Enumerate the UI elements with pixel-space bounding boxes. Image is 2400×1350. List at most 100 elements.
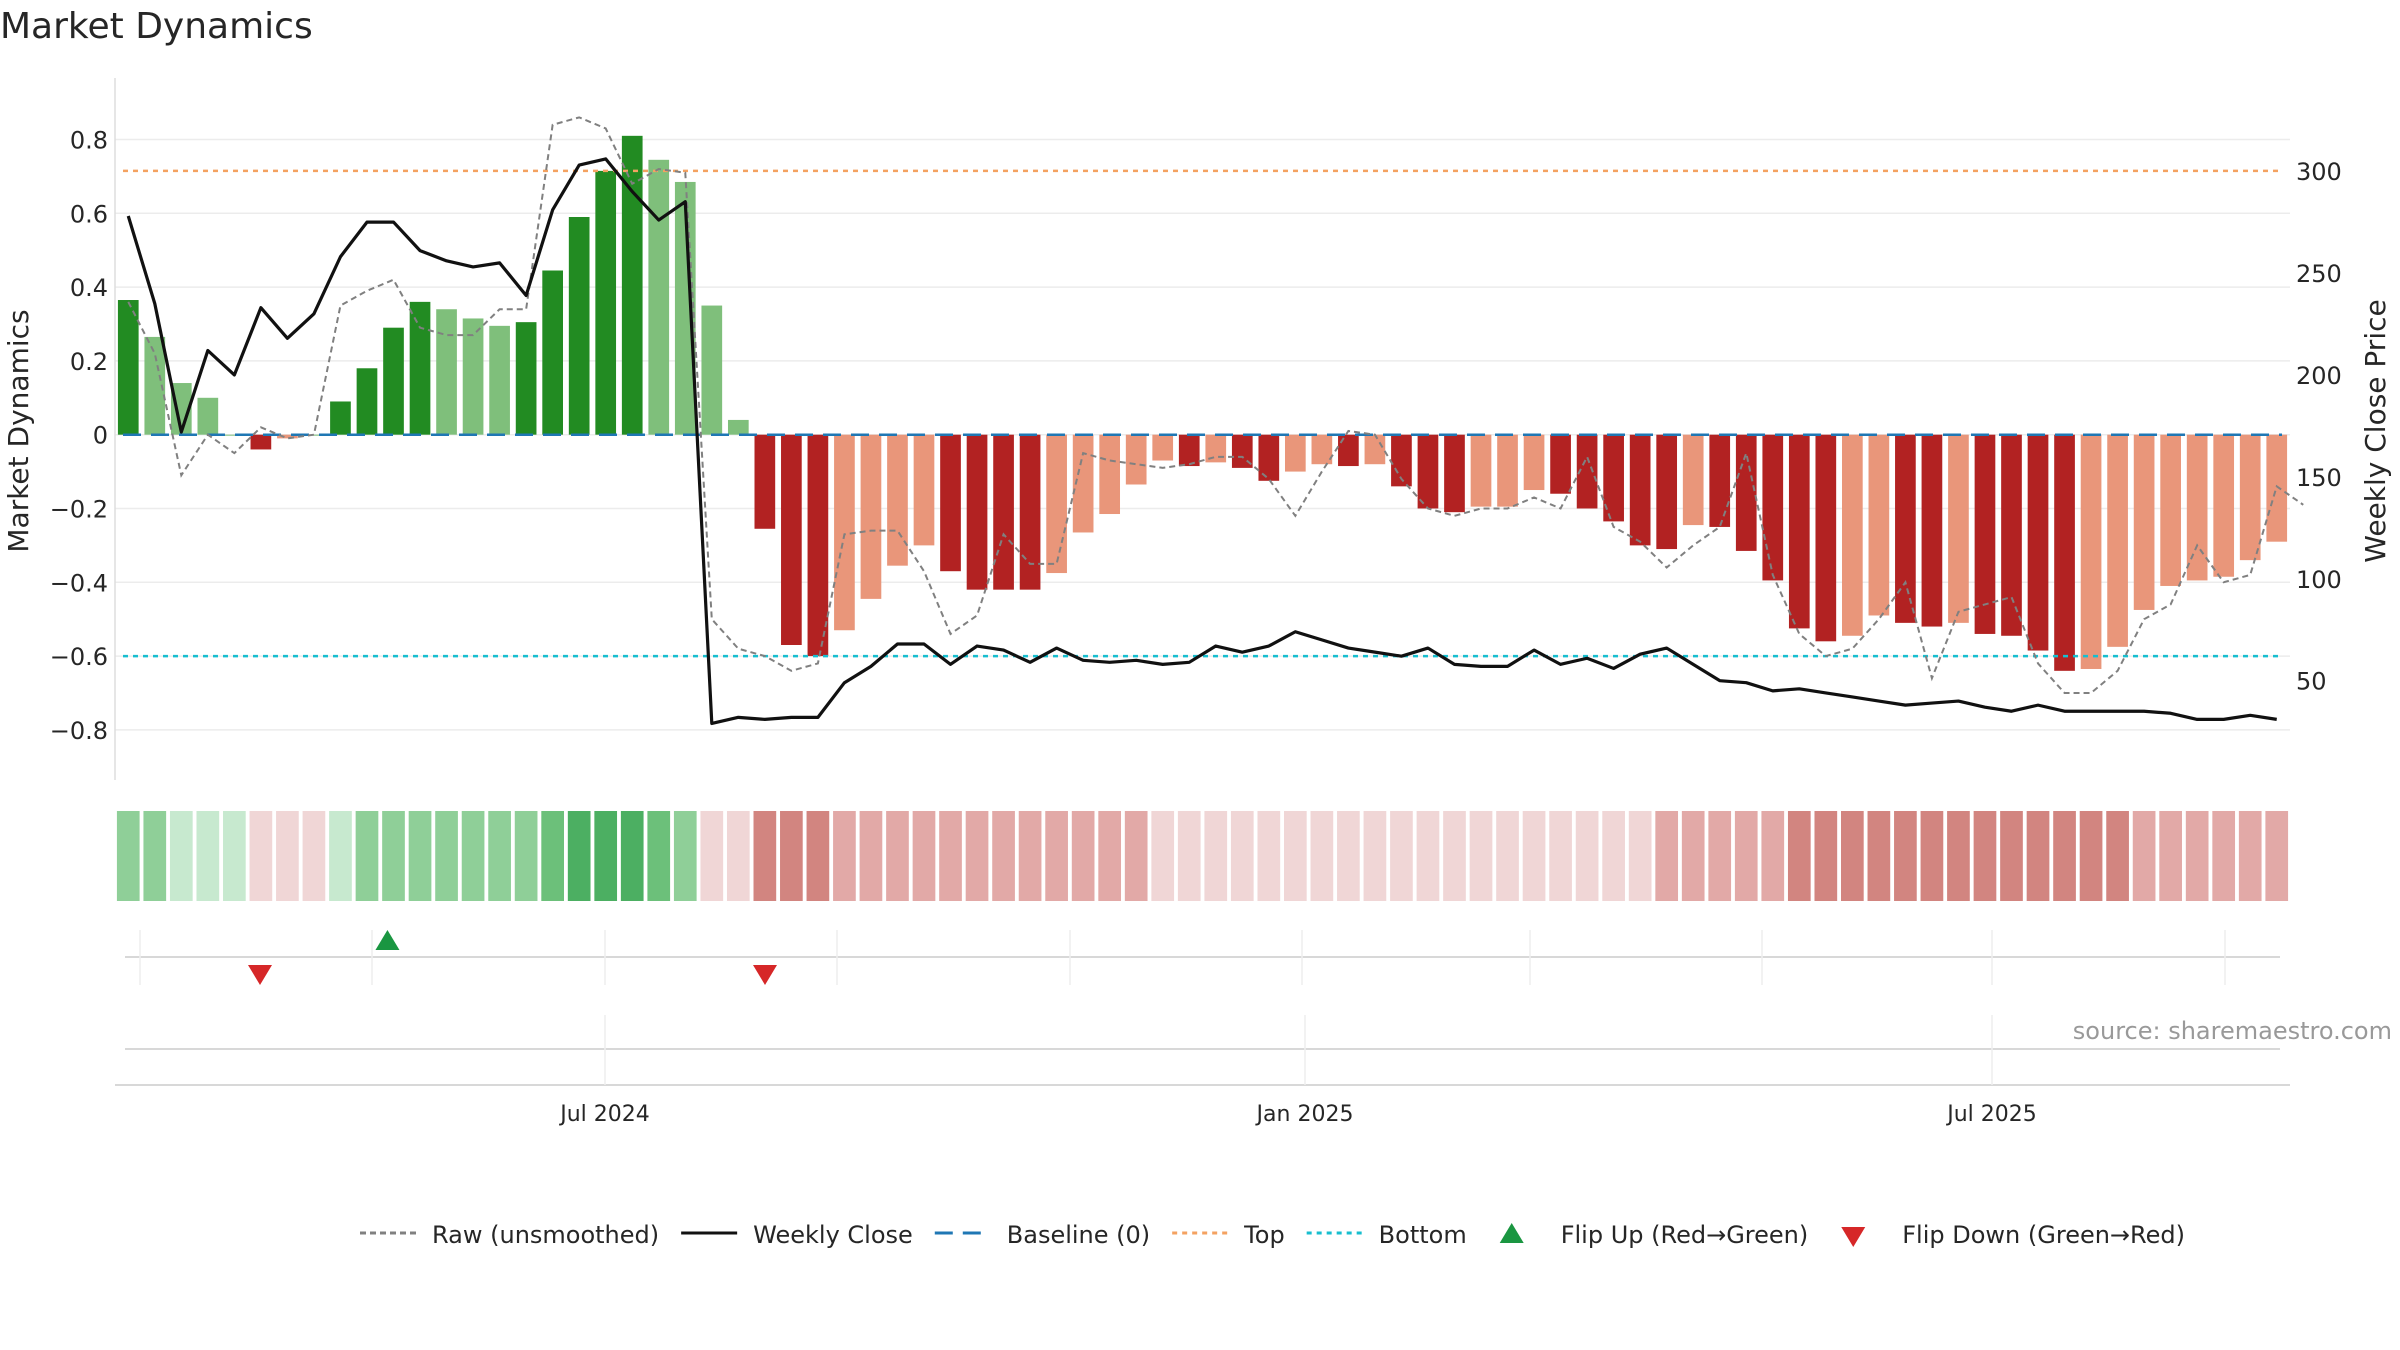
dynamics-bar [1284, 434, 1306, 472]
regime-cell [196, 811, 220, 901]
regime-cell [594, 811, 618, 901]
chart-title: Market Dynamics [0, 6, 313, 47]
regime-cell [1177, 811, 1201, 901]
regime-cell [1469, 811, 1493, 901]
regime-cell [1337, 811, 1360, 901]
dynamics-bar [2001, 434, 2022, 636]
regime-cell [143, 811, 167, 901]
regime-cell [1575, 811, 1599, 901]
regime-cell [1283, 811, 1307, 901]
regime-cell [1681, 811, 1705, 901]
left-tick-label: −0.2 [50, 495, 108, 523]
dynamics-bar [648, 159, 670, 435]
dynamics-bar [887, 434, 908, 566]
raw-unsmoothed-line [127, 116, 2304, 694]
dynamics-bar [2186, 434, 2208, 581]
legend: Raw (unsmoothed) Weekly Close Baseline (0)… [360, 1221, 2185, 1249]
regime-cell [1655, 811, 1679, 901]
dynamics-bar [2054, 434, 2075, 671]
x-axis: Jul 2024 Jan 2025 Jul 2025 [558, 1102, 2037, 1127]
dynamics-bar [170, 383, 192, 435]
regime-cell [1814, 811, 1838, 901]
dynamics-bar [1152, 434, 1174, 461]
regime-cell [886, 811, 909, 901]
regime-cell [1230, 811, 1254, 901]
regime-cell [541, 811, 564, 901]
regime-cell [1390, 811, 1413, 901]
dynamics-bar [2080, 434, 2102, 669]
dynamics-bar [727, 419, 749, 435]
regime-cell [116, 811, 140, 901]
dynamics-bar [330, 401, 351, 435]
dynamics-bar [1417, 434, 1439, 509]
regime-cell [1071, 811, 1095, 901]
regime-cell [620, 811, 644, 901]
regime-cell [2000, 811, 2023, 901]
flip-markers-panel [125, 930, 2280, 985]
regime-cell [1522, 811, 1546, 901]
regime-cell [2053, 811, 2076, 901]
regime-cell [2238, 811, 2262, 901]
regime-cell [1416, 811, 1440, 901]
dynamics-bar [277, 434, 298, 439]
flip-up-marker [375, 930, 400, 950]
dynamics-bar [913, 434, 935, 546]
regime-cell [514, 811, 538, 901]
dynamics-bar [2266, 434, 2288, 542]
dynamics-bar [966, 434, 988, 590]
dynamics-bar [1444, 434, 1465, 513]
dynamics-bar [621, 135, 643, 435]
left-axis-label: Market Dynamics [2, 309, 35, 552]
left-tick-label: −0.6 [50, 643, 108, 671]
legend-label: Baseline (0) [1007, 1221, 1150, 1249]
dynamics-bar [1603, 434, 1624, 522]
regime-cell [1124, 811, 1148, 901]
regime-cell [2079, 811, 2103, 901]
right-tick-label: 300 [2296, 158, 2342, 186]
left-tick-label: 0.4 [70, 274, 108, 302]
dynamics-bar [781, 434, 802, 645]
regime-cell [567, 811, 591, 901]
dynamics-bar [1311, 434, 1333, 465]
regime-cell [1151, 811, 1175, 901]
dynamics-bar [197, 397, 219, 435]
dynamics-bar [807, 434, 829, 657]
source-label: source: sharemaestro.com [2073, 1017, 2392, 1045]
regime-cell [1867, 811, 1891, 901]
legend-label: Bottom [1379, 1221, 1467, 1249]
regime-cell [1920, 811, 1944, 901]
dynamics-bar [2160, 434, 2181, 586]
regime-cell [1761, 811, 1785, 901]
regime-cell [965, 811, 989, 901]
legend-label: Weekly Close [753, 1221, 913, 1249]
regime-cell [673, 811, 697, 901]
left-tick-label: −0.4 [50, 569, 108, 597]
right-tick-label: 200 [2296, 362, 2342, 390]
dynamics-bar [1576, 434, 1598, 509]
regime-cell [329, 811, 352, 901]
right-axis: 300 250 200 150 100 50 Weekly Close Price [2296, 158, 2392, 696]
regime-cell [2159, 811, 2182, 901]
regime-cell [780, 811, 803, 901]
dynamics-bar [144, 336, 166, 435]
dynamics-bar [754, 434, 776, 529]
right-tick-label: 250 [2296, 260, 2342, 288]
regime-cell [169, 811, 193, 901]
dynamics-bar [1205, 434, 1227, 463]
dynamics-bar [2107, 434, 2128, 647]
dynamics-bar [2027, 434, 2049, 651]
dynamics-bar [1258, 434, 1280, 481]
dynamics-bar [1231, 434, 1253, 468]
regime-cell [1496, 811, 1519, 901]
dynamics-bar [436, 309, 457, 435]
regime-cell [461, 811, 485, 901]
dynamics-bar [1735, 434, 1757, 551]
regime-cell [1549, 811, 1572, 901]
regime-cell [647, 811, 671, 901]
dynamics-bar [834, 434, 855, 631]
dynamics-bar [1974, 434, 1996, 634]
regime-cell [2106, 811, 2129, 901]
dynamics-bar [1099, 434, 1121, 515]
legend-label: Flip Up (Red→Green) [1561, 1221, 1809, 1249]
dynamics-bar [489, 325, 510, 435]
